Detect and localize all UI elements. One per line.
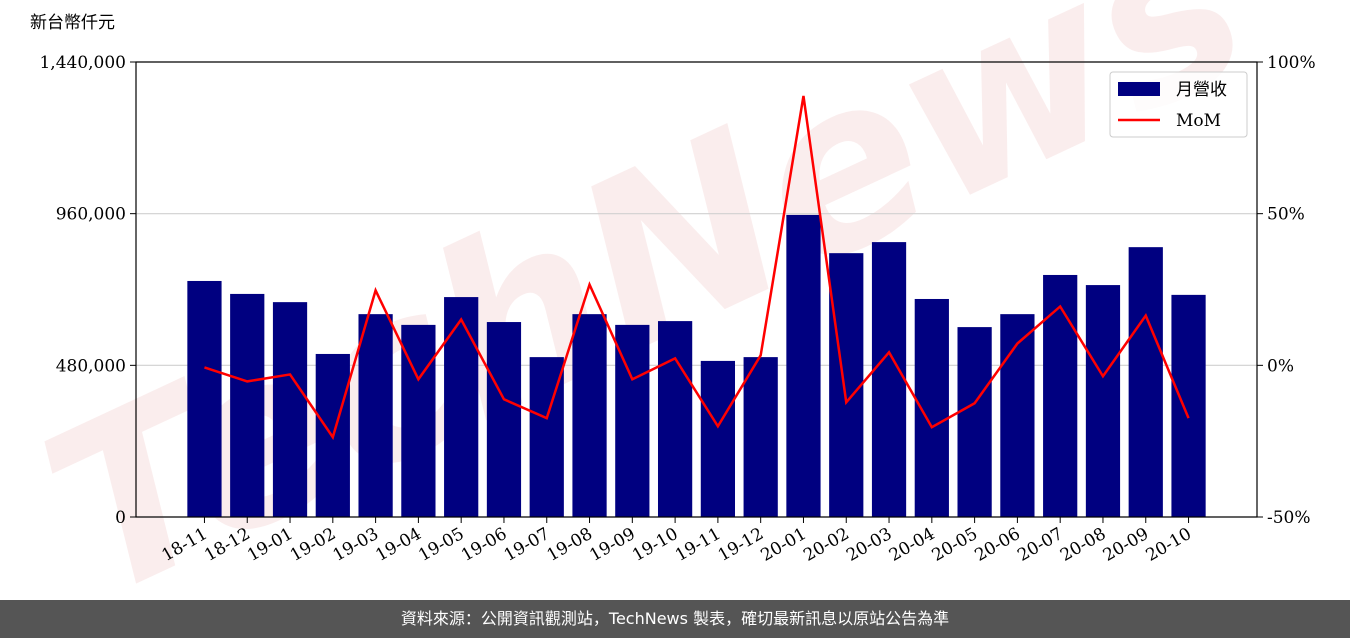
plot-frame xyxy=(135,61,1258,518)
chart: 新台幣仟元 TechNews 0480,000960,0001,440,000-… xyxy=(10,0,1316,600)
bar xyxy=(187,280,222,517)
bar xyxy=(786,214,821,518)
x-tick-label: 20-04 xyxy=(886,524,938,566)
x-tick-label: 20-09 xyxy=(1100,524,1152,566)
x-tick-label: 20-02 xyxy=(800,524,852,566)
bar xyxy=(1171,294,1206,517)
bar xyxy=(871,242,907,517)
x-tick-label: 19-07 xyxy=(501,524,553,566)
y-tick-label: 0 xyxy=(115,508,126,528)
bar xyxy=(572,314,607,517)
source-note: 資料來源：公開資訊觀測站，TechNews 製表，確切最新訊息以原站公告為準 xyxy=(0,600,1350,638)
x-tick-label: 20-07 xyxy=(1014,524,1066,566)
bar xyxy=(358,314,393,517)
bar xyxy=(700,360,736,517)
line xyxy=(204,95,1190,441)
x-tick-label: 19-06 xyxy=(458,524,510,566)
x-tick-label: 19-11 xyxy=(672,524,724,566)
y2-tick-label: 50% xyxy=(1267,205,1305,225)
bar xyxy=(1043,274,1078,517)
x-tick-label: 20-10 xyxy=(1143,524,1195,566)
x-tick-label: 19-05 xyxy=(415,524,467,566)
x-tick-label: 20-01 xyxy=(758,524,810,566)
y-tick-label: 1,440,000 xyxy=(39,53,126,73)
y2-tick-label: 100% xyxy=(1267,53,1316,73)
y-tick-label: 480,000 xyxy=(56,356,126,376)
legend-swatch xyxy=(1118,82,1160,96)
y-axis-label: 新台幣仟元 xyxy=(30,13,115,33)
bar xyxy=(272,302,308,517)
y-tick-label: 960,000 xyxy=(56,205,126,225)
bar xyxy=(1128,247,1163,517)
x-tick-label: 20-03 xyxy=(843,524,895,566)
bar xyxy=(657,321,693,517)
bar xyxy=(957,327,992,517)
bar xyxy=(743,357,778,517)
x-tick-label: 19-08 xyxy=(544,524,596,566)
bar xyxy=(1085,285,1121,517)
bar xyxy=(444,297,479,517)
x-tick-label: 20-06 xyxy=(971,524,1023,566)
legend-label: 月營收 xyxy=(1176,80,1227,100)
bar xyxy=(230,293,265,517)
y2-tick-label: 0% xyxy=(1267,356,1294,376)
legend-label: MoM xyxy=(1176,111,1221,131)
x-tick-label: 19-12 xyxy=(715,524,767,566)
x-tick-label: 20-08 xyxy=(1057,524,1109,566)
bar xyxy=(1000,314,1035,517)
x-tick-label: 20-05 xyxy=(929,524,981,566)
x-tick-label: 19-09 xyxy=(586,524,638,566)
bar xyxy=(829,253,864,517)
x-tick-label: 19-10 xyxy=(629,524,681,566)
y2-tick-label: -50% xyxy=(1267,508,1311,528)
bar xyxy=(486,322,522,517)
